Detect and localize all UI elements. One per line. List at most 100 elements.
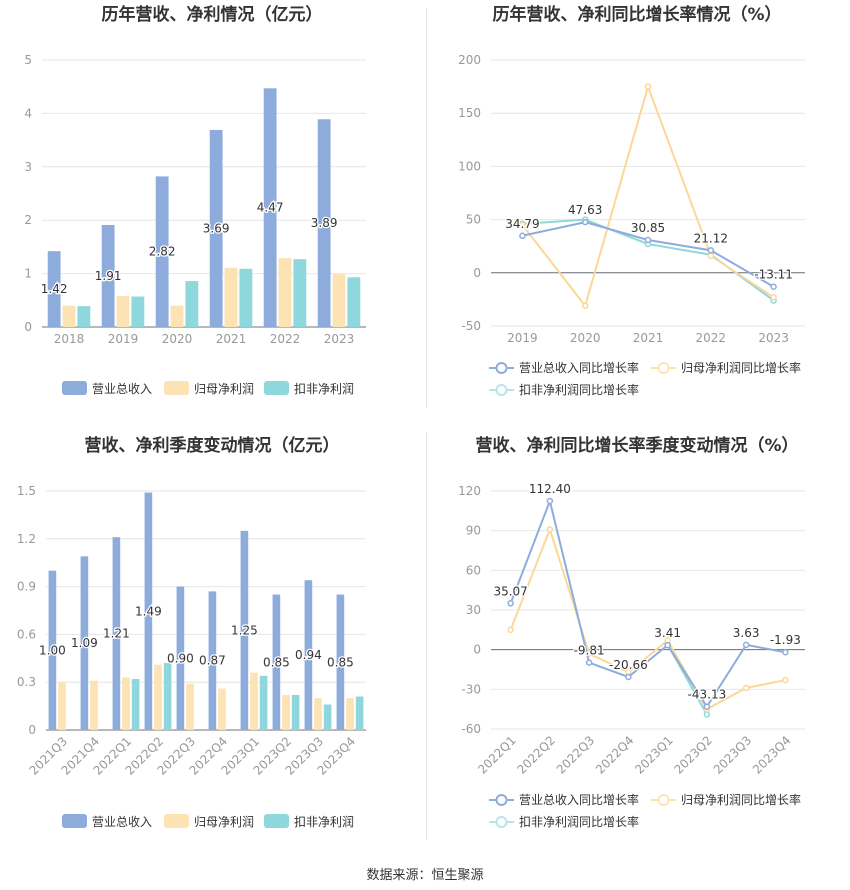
x-tick-label: 2023Q3 [711, 733, 755, 777]
x-tick-label: 2022Q4 [593, 733, 637, 777]
point-revenue-growth [546, 497, 554, 505]
bar-net-profit [282, 694, 290, 730]
data-label: 3.89 [311, 216, 338, 230]
legend-swatch-marker [495, 816, 508, 828]
chart-title: 历年营收、净利同比增长率情况（%） [492, 4, 781, 25]
bar-net-profit [170, 305, 184, 327]
data-label: 1.25 [231, 623, 258, 637]
bar-revenue [336, 594, 345, 730]
y-tick-label: 60 [466, 563, 481, 577]
y-tick-label: 200 [458, 53, 481, 67]
point-net-profit-growth [581, 302, 589, 310]
x-tick-label: 2022Q1 [475, 733, 519, 777]
data-label: 3.69 [203, 221, 230, 235]
legend-swatch [164, 381, 189, 395]
data-label: 35.07 [493, 584, 527, 598]
y-tick-label: 0 [473, 266, 481, 280]
legend-label: 归母净利润 [194, 815, 254, 829]
y-tick-label: 1.2 [17, 532, 36, 546]
bar-revenue [101, 225, 115, 327]
quarterly-growth-rate-chart: 营收、净利同比增长率季度变动情况（%） -60 -30 0 30 60 90 120 2022Q… [458, 435, 805, 829]
y-tick-label: 0.9 [17, 580, 36, 594]
data-label: 1.21 [103, 627, 130, 641]
y-tick-label: 100 [458, 159, 481, 173]
point-revenue-growth [585, 659, 593, 666]
data-label: 112.40 [529, 482, 571, 496]
x-tick-label: 2018 [54, 332, 85, 346]
point-revenue-growth [664, 641, 671, 649]
bar-net-profit [314, 698, 322, 730]
annual-growth-rate-chart: 历年营收、净利同比增长率情况（%） -50 0 50 100 150 200 2019 2020… [458, 4, 805, 397]
quarterly-revenue-profit-panel: 营收、净利季度变动情况（亿元） 0 0.3 0.6 0.9 1.2 1.5 2021Q3 202… [0, 430, 425, 860]
data-label: 2.82 [149, 245, 176, 259]
bar-net-profit [58, 682, 66, 730]
y-tick-label: -60 [461, 722, 481, 736]
x-tick-label: 2023Q4 [750, 733, 794, 777]
bar-net-profit [90, 680, 98, 730]
point-deducted-profit-growth [703, 711, 711, 718]
divider-top [426, 8, 427, 408]
bar-net-profit [218, 688, 226, 730]
point-revenue-growth [581, 218, 589, 226]
legend-label: 营业总收入 [92, 382, 152, 396]
legend-swatch-marker [495, 362, 508, 374]
bar-deducted-profit [131, 296, 145, 327]
data-label: 30.85 [631, 221, 665, 235]
line-net-profit-growth [509, 526, 786, 711]
x-tick-label: 2021 [633, 331, 664, 345]
legend-swatch-marker [495, 384, 508, 396]
point-net-profit-growth [782, 676, 789, 684]
bar-deducted-profit [77, 306, 91, 327]
legend-label: 营业总收入同比增长率 [519, 360, 639, 375]
bar-revenue [176, 586, 185, 730]
data-label: 0.90 [167, 651, 194, 665]
x-tick-label: 2023Q2 [671, 733, 715, 777]
annual-growth-rate-panel: 历年营收、净利同比增长率情况（%） -50 0 50 100 150 200 2019 2020… [425, 0, 850, 430]
y-tick-label: 50 [466, 213, 481, 227]
x-tick-label: 2023 [324, 332, 355, 346]
bar-revenue [208, 591, 217, 730]
y-tick-label: 30 [466, 603, 481, 617]
bar-net-profit [278, 258, 292, 327]
bar-revenue [112, 537, 121, 730]
data-label: -43.13 [688, 688, 727, 702]
y-tick-label: 2 [24, 213, 32, 227]
legend-label: 归母净利润同比增长率 [681, 792, 801, 807]
y-tick-label: 90 [466, 524, 481, 538]
bar-deducted-profit [291, 694, 300, 730]
legend-label: 营业总收入 [92, 815, 152, 829]
bar-deducted-profit [323, 704, 332, 730]
data-label: 1.09 [71, 636, 98, 650]
bar-revenue [317, 119, 331, 327]
x-tick-label: 2023 [758, 331, 789, 345]
quarterly-growth-rate-panel: 营收、净利同比增长率季度变动情况（%） -60 -30 0 30 60 90 120 2022Q… [425, 430, 850, 860]
data-label: 0.87 [199, 654, 226, 668]
x-tick-label: 2022Q2 [514, 733, 558, 777]
bar-revenue [155, 176, 169, 327]
legend-swatch [62, 381, 87, 395]
legend-swatch [164, 814, 189, 828]
legend-label: 扣非净利润 [294, 815, 354, 829]
y-tick-label: 0 [473, 643, 481, 657]
x-tick-label: 2019 [108, 332, 139, 346]
legend-swatch-marker [657, 794, 670, 806]
legend-label: 扣非净利润 [294, 382, 354, 396]
x-tick-label: 2022Q3 [554, 733, 598, 777]
bar-deducted-profit [163, 663, 172, 730]
bar-net-profit [250, 672, 258, 730]
point-revenue-growth [625, 673, 632, 681]
data-label: 0.85 [263, 655, 290, 669]
point-net-profit-growth [707, 252, 715, 260]
point-revenue-growth [707, 247, 715, 254]
legend-label: 归母净利润 [194, 382, 254, 396]
data-label: 1.49 [135, 604, 162, 618]
y-tick-label: 4 [24, 106, 32, 120]
point-revenue-growth [770, 283, 777, 290]
point-net-profit-growth [507, 626, 514, 634]
bar-deducted-profit [347, 277, 361, 327]
chart-title: 营收、净利同比增长率季度变动情况（%） [475, 435, 798, 456]
data-label: 3.41 [654, 626, 681, 640]
bar-net-profit [122, 677, 130, 730]
point-net-profit-growth [546, 526, 554, 533]
data-label: -1.93 [770, 633, 801, 647]
